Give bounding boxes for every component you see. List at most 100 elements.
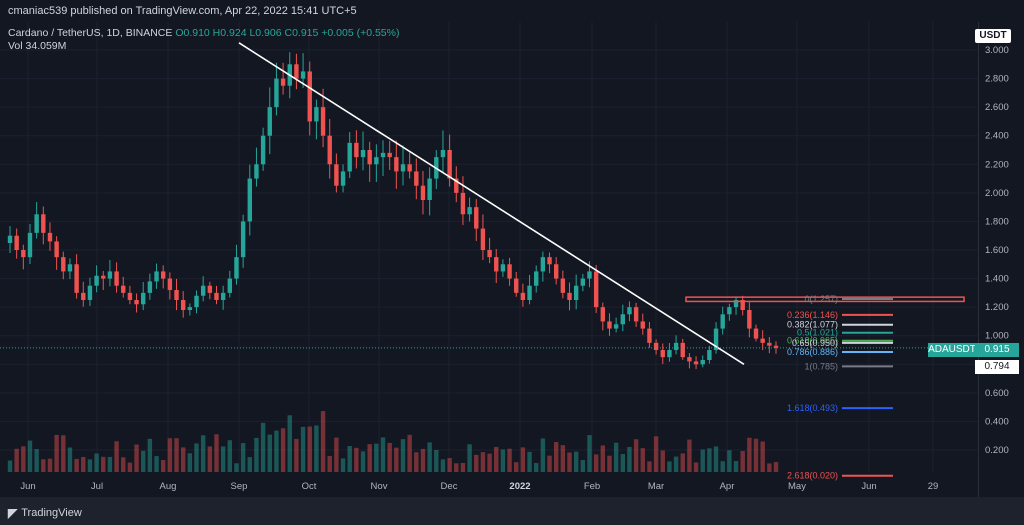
symbol-label[interactable]: Cardano / TetherUS, 1D, BINANCE [8, 27, 173, 39]
volume-bar [127, 462, 133, 472]
volume-bar [340, 458, 346, 472]
volume-bar [180, 447, 186, 472]
y-tick-label: 3.000 [985, 45, 1009, 56]
volume-bar [394, 447, 399, 472]
candle-body [74, 264, 79, 293]
candle-body [580, 278, 586, 286]
candle-body [713, 328, 719, 350]
candle-body [47, 232, 53, 242]
volume-bar [227, 440, 233, 472]
volume-bar [400, 439, 406, 472]
candle-body [234, 257, 239, 279]
x-tick-label: 2022 [509, 481, 530, 492]
volume-bar [727, 450, 732, 472]
candle-body [407, 164, 412, 172]
candle-body [494, 257, 499, 272]
candle-body [340, 171, 346, 186]
volume-bar [207, 446, 213, 472]
candle-body [720, 314, 725, 329]
y-tick-label: 1.200 [985, 302, 1009, 313]
volume-bar [67, 447, 73, 472]
candle-body [247, 178, 252, 222]
y-tick-label: 0.400 [985, 416, 1009, 427]
volume-bar [260, 422, 266, 472]
candle-body [700, 360, 705, 365]
volume-bar [161, 460, 166, 472]
volume-bar [627, 446, 632, 472]
volume-bar [41, 459, 46, 472]
volume-bar [773, 462, 779, 472]
candle-body [367, 150, 372, 165]
ticker-symbol-tag: ADAUSDT [928, 343, 976, 357]
candle-body [227, 278, 233, 293]
candle-body [87, 285, 93, 300]
candle-body [161, 271, 166, 279]
candle-body [460, 192, 466, 215]
volume-bar [720, 461, 725, 472]
y-tick-label: 1.800 [985, 216, 1009, 227]
x-tick-label: Nov [371, 481, 388, 492]
volume-bar [593, 454, 599, 472]
candle-body [653, 342, 659, 350]
volume-bar [460, 462, 466, 472]
volume-bar [101, 456, 106, 472]
volume-bar [87, 459, 93, 472]
chart-plot[interactable]: Jun Jul Aug Sep Oct Nov Dec 2022 Feb Mar Apr May Jun… [0, 22, 978, 497]
candle-body [573, 285, 579, 300]
volume-bar [254, 437, 259, 472]
fib-level-label: 0.236(1.146) [787, 310, 838, 320]
candle-body [54, 241, 59, 258]
candle-body [440, 150, 446, 158]
volume-bar [194, 443, 199, 472]
volume-bar [540, 438, 546, 472]
candle-body [167, 278, 173, 290]
volume-bar [320, 411, 326, 472]
candle-body [454, 178, 459, 193]
candle-body [534, 271, 539, 286]
volume-bar [507, 448, 512, 472]
volume-bar [54, 434, 59, 472]
footer-bar [0, 497, 1024, 525]
volume-bar [294, 438, 299, 472]
candle-body [520, 292, 526, 300]
candle-body [180, 300, 186, 310]
candle-body [620, 314, 625, 325]
candle-body [640, 321, 645, 329]
volume-bar [494, 446, 499, 472]
candle-body [194, 295, 199, 308]
volume-bar [700, 449, 705, 472]
candle-body [67, 264, 73, 272]
volume-bar [454, 463, 459, 472]
volume-bar [74, 458, 79, 472]
candle-body [314, 107, 319, 122]
publish-header: cmaniac539 published on TradingView.com,… [0, 0, 1024, 22]
volume-bar [680, 453, 685, 472]
y-tick-label: 2.800 [985, 74, 1009, 85]
fib-level-label: 1.618(0.493) [787, 403, 838, 413]
volume-bar [107, 456, 113, 472]
candle-body [567, 292, 572, 300]
volume-bar [740, 451, 745, 472]
candle-body [274, 78, 279, 108]
x-tick-label: May [788, 481, 806, 492]
crosshair-price-tag: 0.794 [975, 360, 1019, 374]
volume-bar [367, 444, 372, 472]
volume-bar [474, 454, 479, 472]
volume-bar [27, 440, 33, 472]
volume-label: Vol 34.059M [8, 40, 67, 52]
candle-body [7, 235, 13, 243]
price-axis[interactable]: 3.000 2.800 2.600 2.400 2.200 2.000 1.800 1.600… [978, 22, 1024, 497]
candle-body [474, 207, 479, 229]
volume-bar [387, 442, 392, 472]
volume-bar [633, 439, 639, 472]
currency-button[interactable]: USDT [975, 29, 1011, 43]
current-price-tag: 0.915 [975, 343, 1019, 357]
volume-bar [354, 447, 359, 472]
candle-body [420, 185, 426, 200]
candle-body [121, 285, 126, 293]
tradingview-brand[interactable]: ◤ TradingView [8, 506, 82, 520]
candle-body [500, 264, 506, 272]
y-tick-label: 1.000 [985, 331, 1009, 342]
volume-bar [527, 451, 532, 472]
volume-bar [314, 425, 319, 472]
